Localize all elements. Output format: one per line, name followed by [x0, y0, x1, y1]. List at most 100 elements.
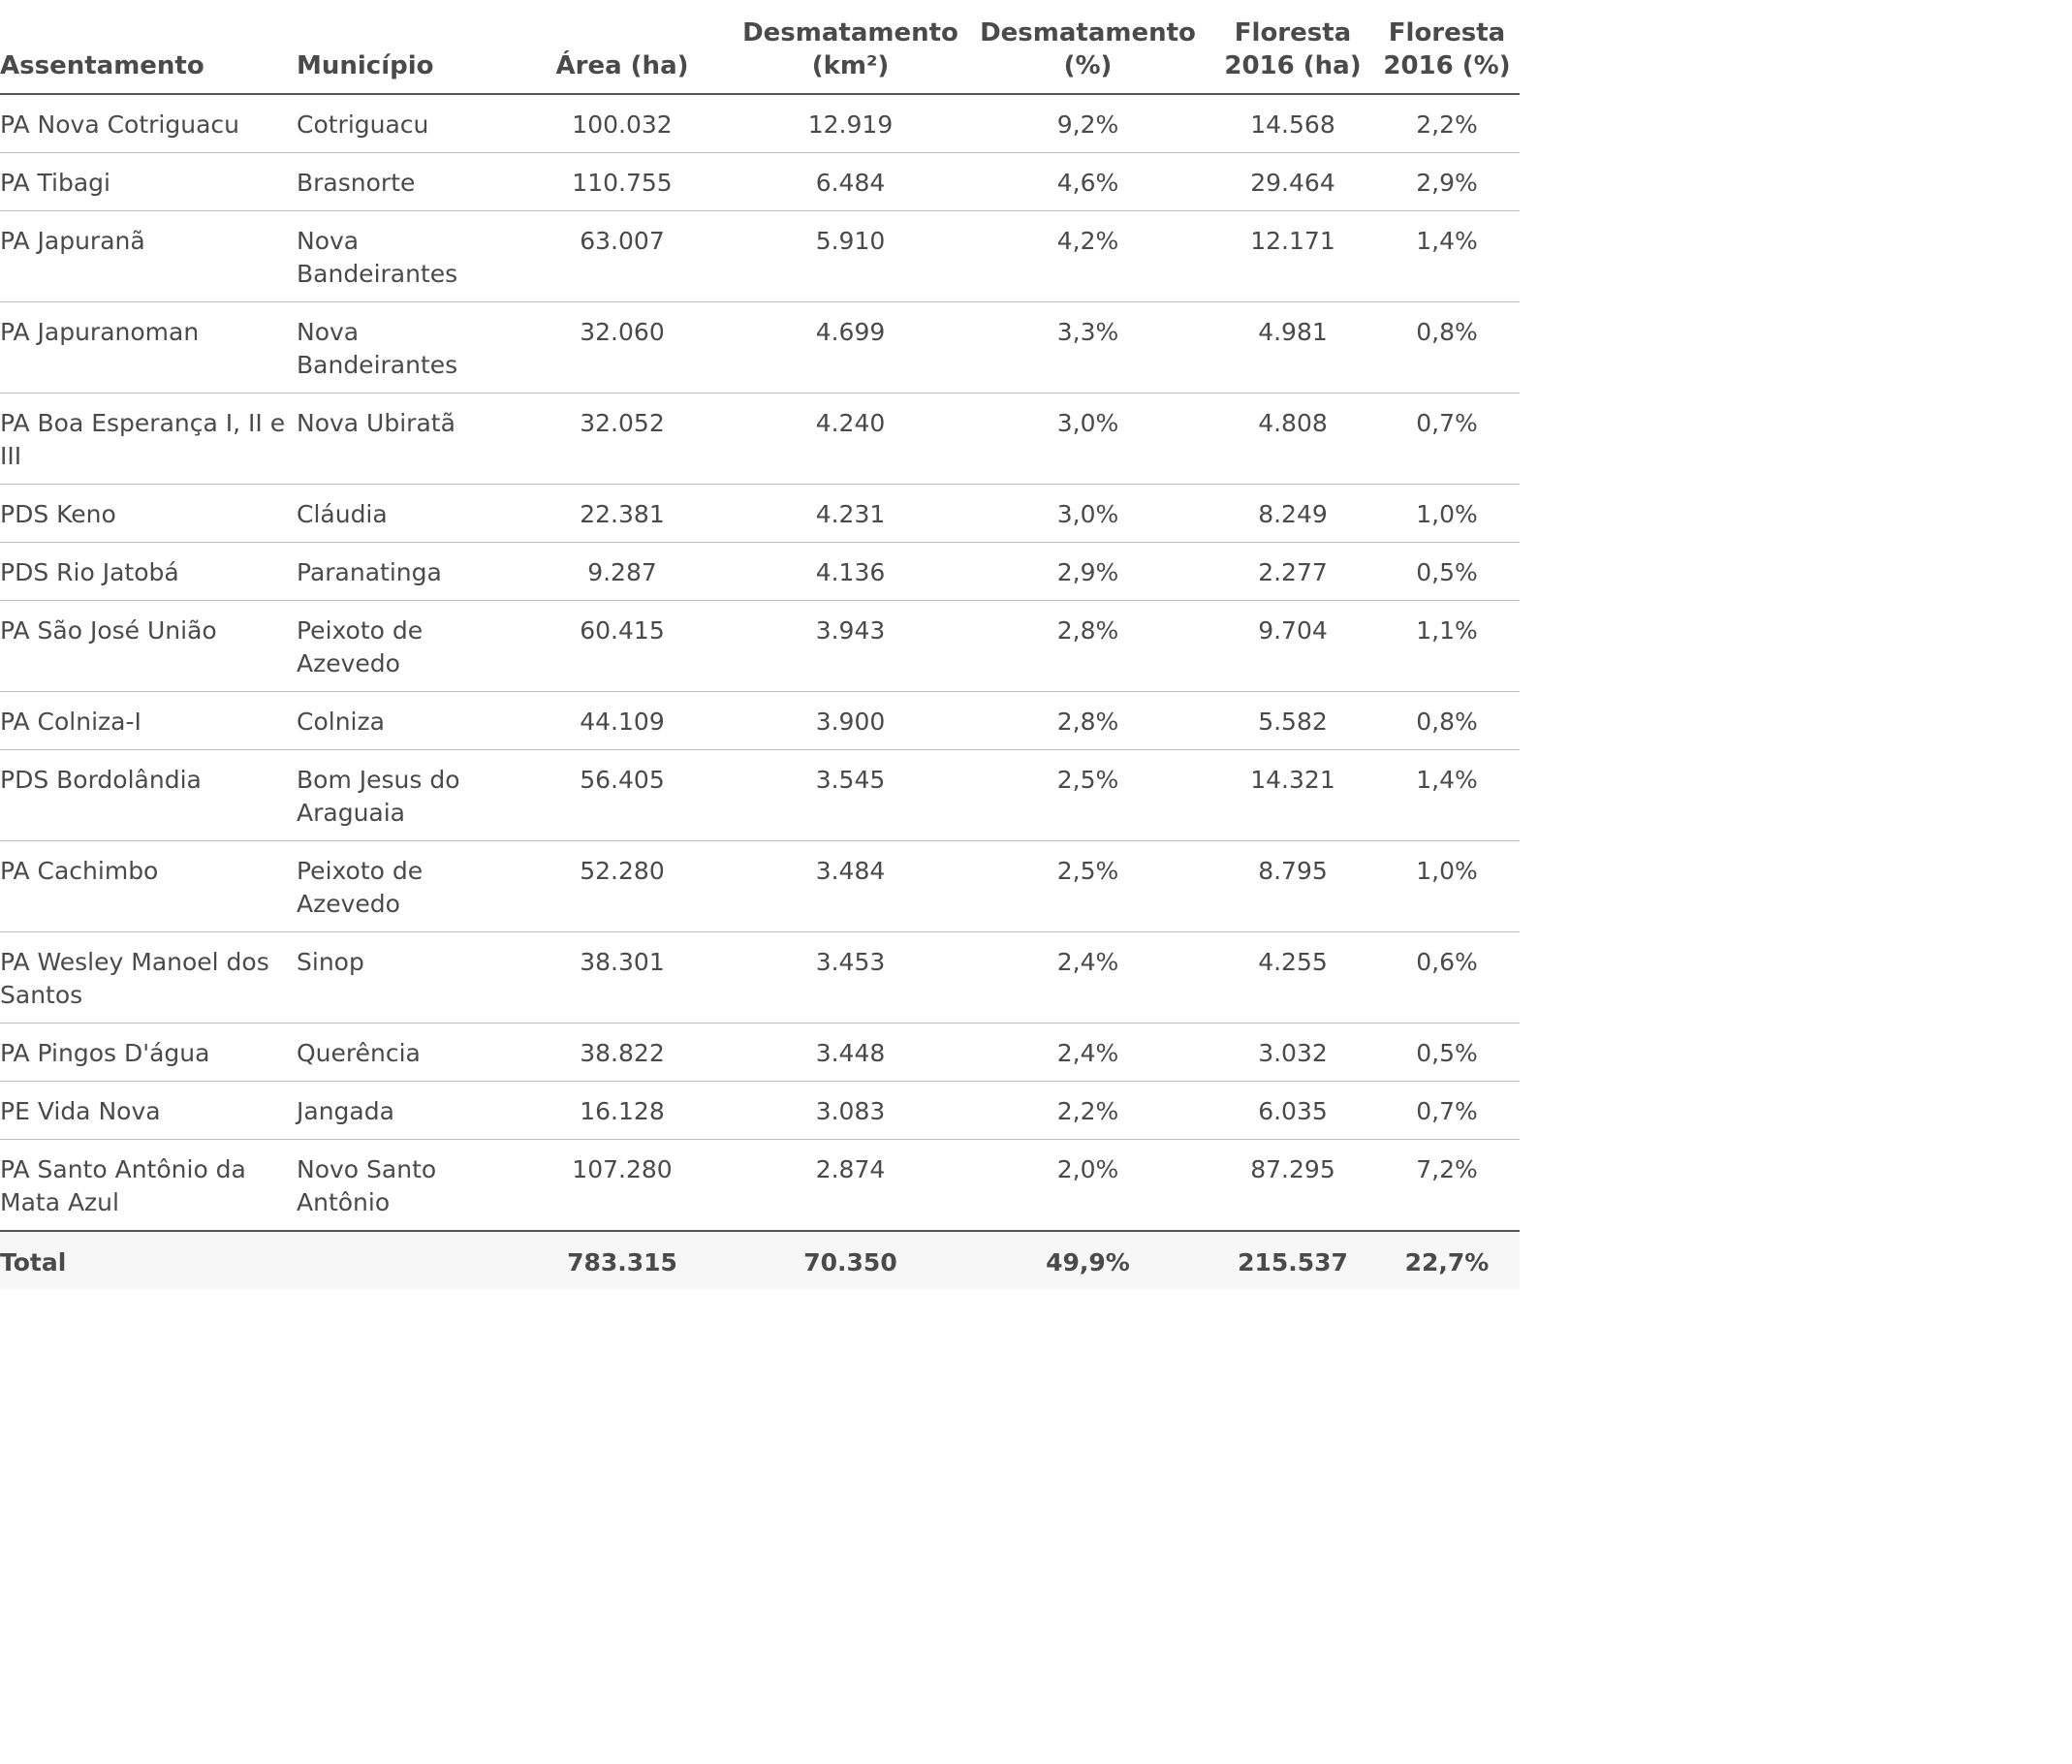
cell-floresta-pct: 0,7%	[1374, 1081, 1520, 1140]
cell-municipio: Peixoto de Azevedo	[297, 840, 508, 932]
cell-municipio: Querência	[297, 1023, 508, 1082]
cell-floresta-ha: 87.295	[1211, 1139, 1374, 1232]
cell-floresta-pct: 0,7%	[1374, 393, 1520, 485]
cell-desmatamento-km2: 4.699	[737, 301, 964, 394]
total-desmatamento-km2: 70.350	[737, 1231, 964, 1289]
table-row: PA Colniza-I Colniza 44.109 3.900 2,8% 5.582…	[0, 691, 1520, 750]
cell-desmatamento-pct: 4,6%	[964, 152, 1211, 211]
cell-municipio: Nova Bandeirantes	[297, 301, 508, 394]
cell-municipio: Cláudia	[297, 484, 508, 543]
cell-desmatamento-pct: 4,2%	[964, 210, 1211, 302]
cell-area: 56.405	[508, 749, 737, 841]
cell-assentamento: PDS Bordolândia	[0, 749, 297, 841]
cell-floresta-pct: 0,6%	[1374, 931, 1520, 1024]
cell-desmatamento-pct: 3,0%	[964, 393, 1211, 485]
cell-area: 63.007	[508, 210, 737, 302]
cell-floresta-pct: 1,0%	[1374, 840, 1520, 932]
cell-desmatamento-km2: 3.484	[737, 840, 964, 932]
cell-area: 22.381	[508, 484, 737, 543]
cell-floresta-ha: 14.568	[1211, 94, 1374, 153]
cell-desmatamento-pct: 2,5%	[964, 840, 1211, 932]
cell-municipio: Cotriguacu	[297, 94, 508, 153]
cell-municipio: Paranatinga	[297, 542, 508, 601]
cell-desmatamento-km2: 3.900	[737, 691, 964, 750]
cell-area: 16.128	[508, 1081, 737, 1140]
cell-desmatamento-pct: 2,4%	[964, 931, 1211, 1024]
cell-assentamento: PA Cachimbo	[0, 840, 297, 932]
cell-floresta-ha: 14.321	[1211, 749, 1374, 841]
cell-area: 52.280	[508, 840, 737, 932]
table-row: PDS Rio Jatobá Paranatinga 9.287 4.136 2,9% 2…	[0, 542, 1520, 601]
cell-desmatamento-pct: 2,0%	[964, 1139, 1211, 1232]
cell-floresta-pct: 1,1%	[1374, 600, 1520, 692]
cell-assentamento: PDS Rio Jatobá	[0, 542, 297, 601]
table-body: PA Nova Cotriguacu Cotriguacu 100.032 12.91…	[0, 94, 1520, 1232]
header-municipio: Município	[297, 0, 508, 95]
table-row: PA Santo Antônio da Mata Azul Novo Santo …	[0, 1139, 1520, 1232]
cell-municipio: Peixoto de Azevedo	[297, 600, 508, 692]
cell-desmatamento-pct: 2,8%	[964, 600, 1211, 692]
cell-floresta-ha: 8.795	[1211, 840, 1374, 932]
settlements-deforestation-table-container: Assentamento Município Área (ha) Desmata…	[0, 0, 1520, 1289]
cell-desmatamento-km2: 4.231	[737, 484, 964, 543]
total-area: 783.315	[508, 1231, 737, 1289]
cell-desmatamento-pct: 9,2%	[964, 94, 1211, 153]
total-desmatamento-pct: 49,9%	[964, 1231, 1211, 1289]
table-row: PA Tibagi Brasnorte 110.755 6.484 4,6% 29.464…	[0, 152, 1520, 211]
header-desmatamento-km2: Desmatamento (km²)	[737, 0, 964, 95]
cell-floresta-ha: 5.582	[1211, 691, 1374, 750]
cell-floresta-ha: 2.277	[1211, 542, 1374, 601]
cell-floresta-pct: 7,2%	[1374, 1139, 1520, 1232]
cell-assentamento: PA Nova Cotriguacu	[0, 94, 297, 153]
cell-area: 32.060	[508, 301, 737, 394]
table-row: PE Vida Nova Jangada 16.128 3.083 2,2% 6.035 0…	[0, 1081, 1520, 1140]
cell-municipio: Sinop	[297, 931, 508, 1024]
cell-municipio: Jangada	[297, 1081, 508, 1140]
cell-floresta-pct: 1,0%	[1374, 484, 1520, 543]
table-row: PDS Keno Cláudia 22.381 4.231 3,0% 8.249 1,0%	[0, 484, 1520, 543]
table-row: PA Cachimbo Peixoto de Azevedo 52.280 3.484…	[0, 840, 1520, 932]
cell-floresta-ha: 12.171	[1211, 210, 1374, 302]
table-row: PA Pingos D'água Querência 38.822 3.448 2,4%…	[0, 1023, 1520, 1082]
cell-desmatamento-km2: 4.136	[737, 542, 964, 601]
cell-municipio: Nova Bandeirantes	[297, 210, 508, 302]
header-area: Área (ha)	[508, 0, 737, 95]
settlements-deforestation-table: Assentamento Município Área (ha) Desmata…	[0, 0, 1520, 1289]
cell-floresta-pct: 0,5%	[1374, 542, 1520, 601]
cell-desmatamento-pct: 2,5%	[964, 749, 1211, 841]
table-row: PA Nova Cotriguacu Cotriguacu 100.032 12.91…	[0, 94, 1520, 153]
cell-desmatamento-km2: 3.943	[737, 600, 964, 692]
cell-assentamento: PDS Keno	[0, 484, 297, 543]
header-row: Assentamento Município Área (ha) Desmata…	[0, 0, 1520, 95]
cell-area: 44.109	[508, 691, 737, 750]
cell-assentamento: PA São José União	[0, 600, 297, 692]
cell-floresta-pct: 0,8%	[1374, 691, 1520, 750]
cell-desmatamento-km2: 5.910	[737, 210, 964, 302]
table-row: PDS Bordolândia Bom Jesus do Araguaia 56.4…	[0, 749, 1520, 841]
cell-desmatamento-km2: 3.545	[737, 749, 964, 841]
total-row: Total 783.315 70.350 49,9% 215.537 22,7%	[0, 1231, 1520, 1289]
cell-assentamento: PA Wesley Manoel dos Santos	[0, 931, 297, 1024]
cell-desmatamento-km2: 2.874	[737, 1139, 964, 1232]
cell-floresta-pct: 2,9%	[1374, 152, 1520, 211]
cell-area: 38.301	[508, 931, 737, 1024]
table-row: PA Boa Esperança I, II e III Nova Ubiratã…	[0, 393, 1520, 485]
cell-area: 60.415	[508, 600, 737, 692]
cell-desmatamento-km2: 6.484	[737, 152, 964, 211]
cell-desmatamento-pct: 2,9%	[964, 542, 1211, 601]
cell-desmatamento-km2: 3.453	[737, 931, 964, 1024]
cell-desmatamento-km2: 3.083	[737, 1081, 964, 1140]
cell-assentamento: PA Japuranoman	[0, 301, 297, 394]
total-floresta-ha: 215.537	[1211, 1231, 1374, 1289]
cell-floresta-pct: 2,2%	[1374, 94, 1520, 153]
table-row: PA Japuranoman Nova Bandeirantes 32.060 4.6…	[0, 301, 1520, 394]
cell-area: 100.032	[508, 94, 737, 153]
cell-area: 110.755	[508, 152, 737, 211]
cell-floresta-ha: 6.035	[1211, 1081, 1374, 1140]
cell-municipio: Brasnorte	[297, 152, 508, 211]
cell-assentamento: PA Japuranã	[0, 210, 297, 302]
cell-floresta-pct: 1,4%	[1374, 210, 1520, 302]
cell-area: 107.280	[508, 1139, 737, 1232]
header-floresta-pct: Floresta 2016 (%)	[1374, 0, 1520, 95]
cell-floresta-pct: 0,8%	[1374, 301, 1520, 394]
